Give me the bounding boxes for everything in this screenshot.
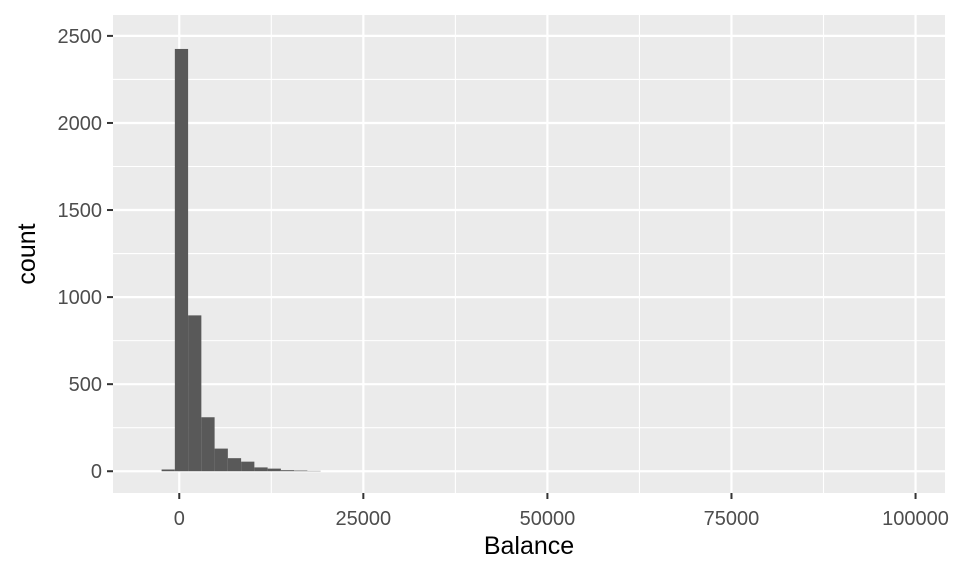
histogram-bar: [188, 315, 202, 472]
histogram-bar: [227, 458, 242, 472]
y-tick-label: 2000: [58, 113, 103, 135]
histogram-bar: [201, 417, 215, 472]
y-axis-title: count: [13, 223, 41, 284]
histogram-bars: [161, 48, 321, 472]
x-tick-label: 0: [174, 508, 185, 530]
x-tick-label: 25000: [336, 508, 392, 530]
x-tick-label: 50000: [520, 508, 576, 530]
y-tick-label: 500: [69, 374, 102, 396]
histogram-bar: [174, 48, 189, 472]
y-tick-label: 2500: [58, 26, 103, 48]
histogram-bar: [241, 461, 255, 472]
x-tick-label: 75000: [704, 508, 760, 530]
histogram-bar: [267, 468, 281, 472]
y-tick-label: 1000: [58, 287, 103, 309]
histogram-bar: [294, 470, 308, 472]
x-axis-title: Balance: [484, 532, 574, 560]
histogram-bar: [280, 470, 295, 472]
histogram-bar: [161, 469, 175, 472]
y-axis: 0 500 1000 1500 2000 2500: [58, 26, 113, 483]
minor-gridlines: [113, 15, 945, 493]
x-axis: 0 25000 50000 75000 100000: [174, 493, 949, 530]
x-tick-label: 100000: [882, 508, 949, 530]
histogram-bar: [254, 467, 268, 472]
y-tick-label: 0: [91, 461, 102, 483]
histogram-bar: [214, 448, 228, 472]
y-tick-label: 1500: [58, 200, 103, 222]
